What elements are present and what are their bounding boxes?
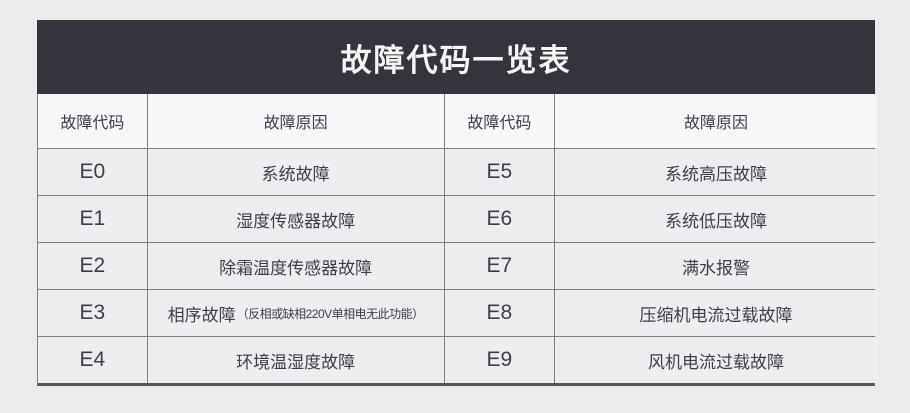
table-title: 故障代码一览表 bbox=[340, 42, 572, 78]
fault-code-cell: E4 bbox=[38, 337, 147, 383]
fault-cause-cell: 系统故障 bbox=[147, 149, 444, 195]
fault-code-table: 故障代码一览表 故障代码 故障原因 故障代码 故障原因 E0 系统故障 E5 系… bbox=[37, 20, 877, 386]
fault-cause-main: 相序故障 bbox=[167, 305, 236, 325]
header-right-cause: 故障原因 bbox=[555, 94, 877, 148]
fault-code-cell: E2 bbox=[38, 243, 147, 289]
fault-cause-cell: 压缩机电流过载故障 bbox=[555, 290, 877, 336]
fault-cause-cell: 风机电流过载故障 bbox=[555, 337, 877, 383]
fault-cause-cell: 系统高压故障 bbox=[555, 149, 877, 195]
fault-code-cell: E3 bbox=[38, 290, 147, 336]
fault-code-cell: E8 bbox=[444, 290, 555, 336]
fault-cause-cell: 满水报警 bbox=[555, 243, 877, 289]
fault-cause-cell: 系统低压故障 bbox=[555, 196, 877, 242]
fault-code-cell: E7 bbox=[444, 243, 555, 289]
fault-cause-cell: 环境温湿度故障 bbox=[147, 337, 444, 383]
fault-code-cell: E0 bbox=[38, 149, 147, 195]
header-left-cause: 故障原因 bbox=[147, 94, 444, 148]
header-right-code: 故障代码 bbox=[444, 94, 555, 148]
fault-code-cell: E5 bbox=[444, 149, 555, 195]
header-left-code: 故障代码 bbox=[38, 94, 147, 148]
fault-cause-note: （反相或缺相220V单相电无此功能） bbox=[236, 306, 425, 321]
fault-code-cell: E9 bbox=[444, 337, 555, 383]
fault-code-grid: 故障代码 故障原因 故障代码 故障原因 E0 系统故障 E5 系统高压故障 E1… bbox=[37, 94, 877, 386]
fault-cause-cell: 湿度传感器故障 bbox=[147, 196, 444, 242]
fault-cause-cell: 除霜温度传感器故障 bbox=[147, 243, 444, 289]
fault-cause-cell: 相序故障 （反相或缺相220V单相电无此功能） bbox=[147, 290, 444, 336]
fault-code-cell: E1 bbox=[38, 196, 147, 242]
table-title-bar: 故障代码一览表 bbox=[37, 20, 875, 94]
fault-code-cell: E6 bbox=[444, 196, 555, 242]
